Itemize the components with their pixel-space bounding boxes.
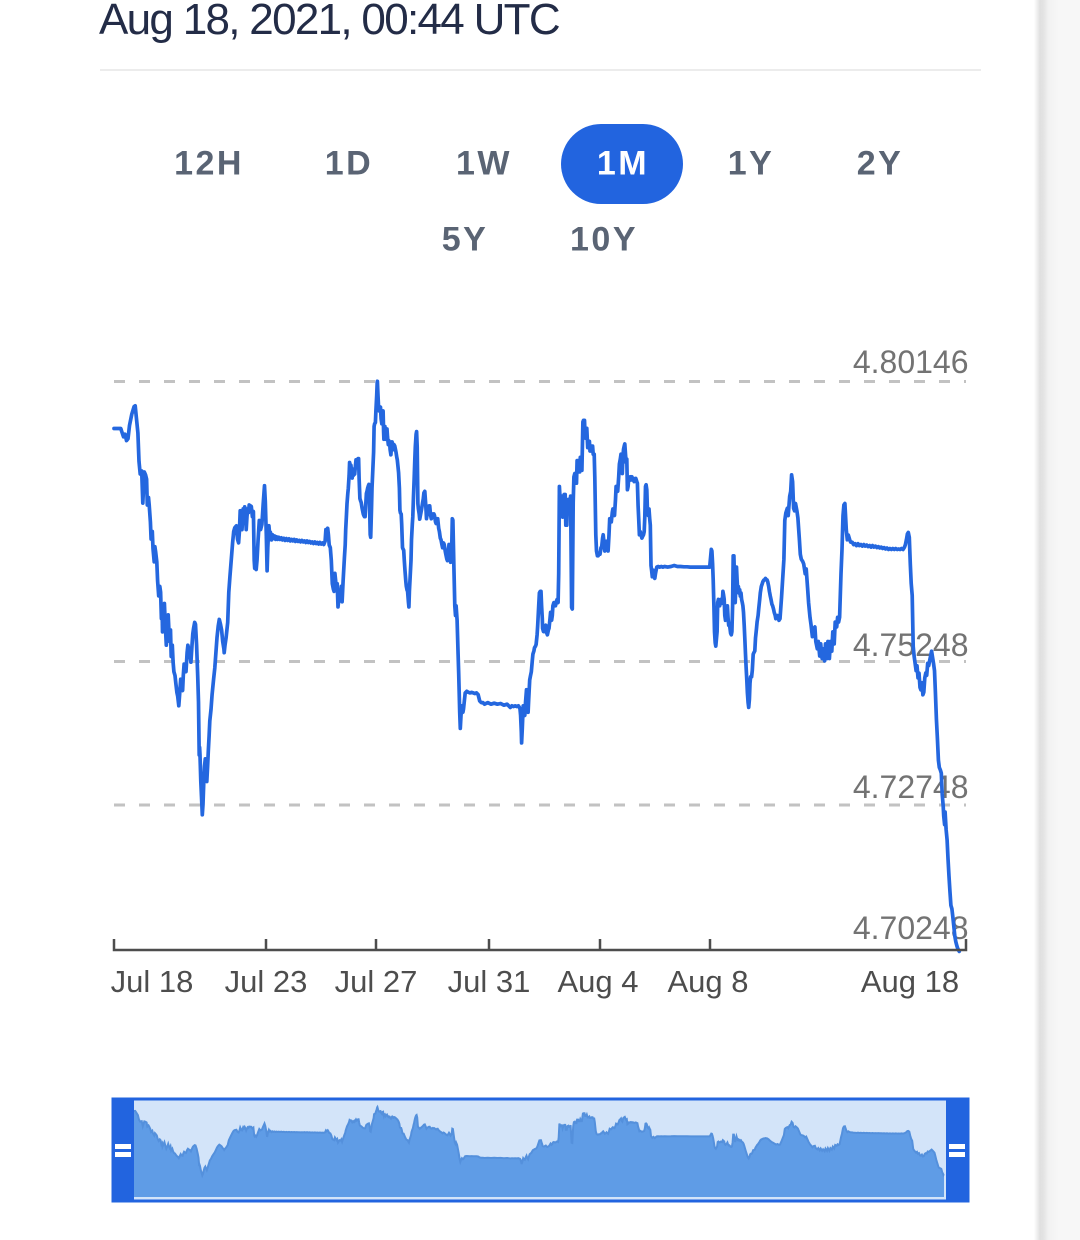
svg-text:4.72748: 4.72748 [853,769,969,805]
svg-text:Jul 27: Jul 27 [335,964,418,999]
svg-text:Aug 8: Aug 8 [667,964,748,999]
svg-text:Jul 23: Jul 23 [225,964,308,999]
svg-text:4.80146: 4.80146 [853,344,969,380]
svg-text:4.75248: 4.75248 [853,627,969,663]
svg-text:Aug 18: Aug 18 [861,964,959,999]
svg-text:4.70248: 4.70248 [853,910,969,946]
svg-text:Jul 18: Jul 18 [111,964,194,999]
svg-text:Aug 4: Aug 4 [557,964,638,999]
svg-text:Jul 31: Jul 31 [448,964,531,999]
